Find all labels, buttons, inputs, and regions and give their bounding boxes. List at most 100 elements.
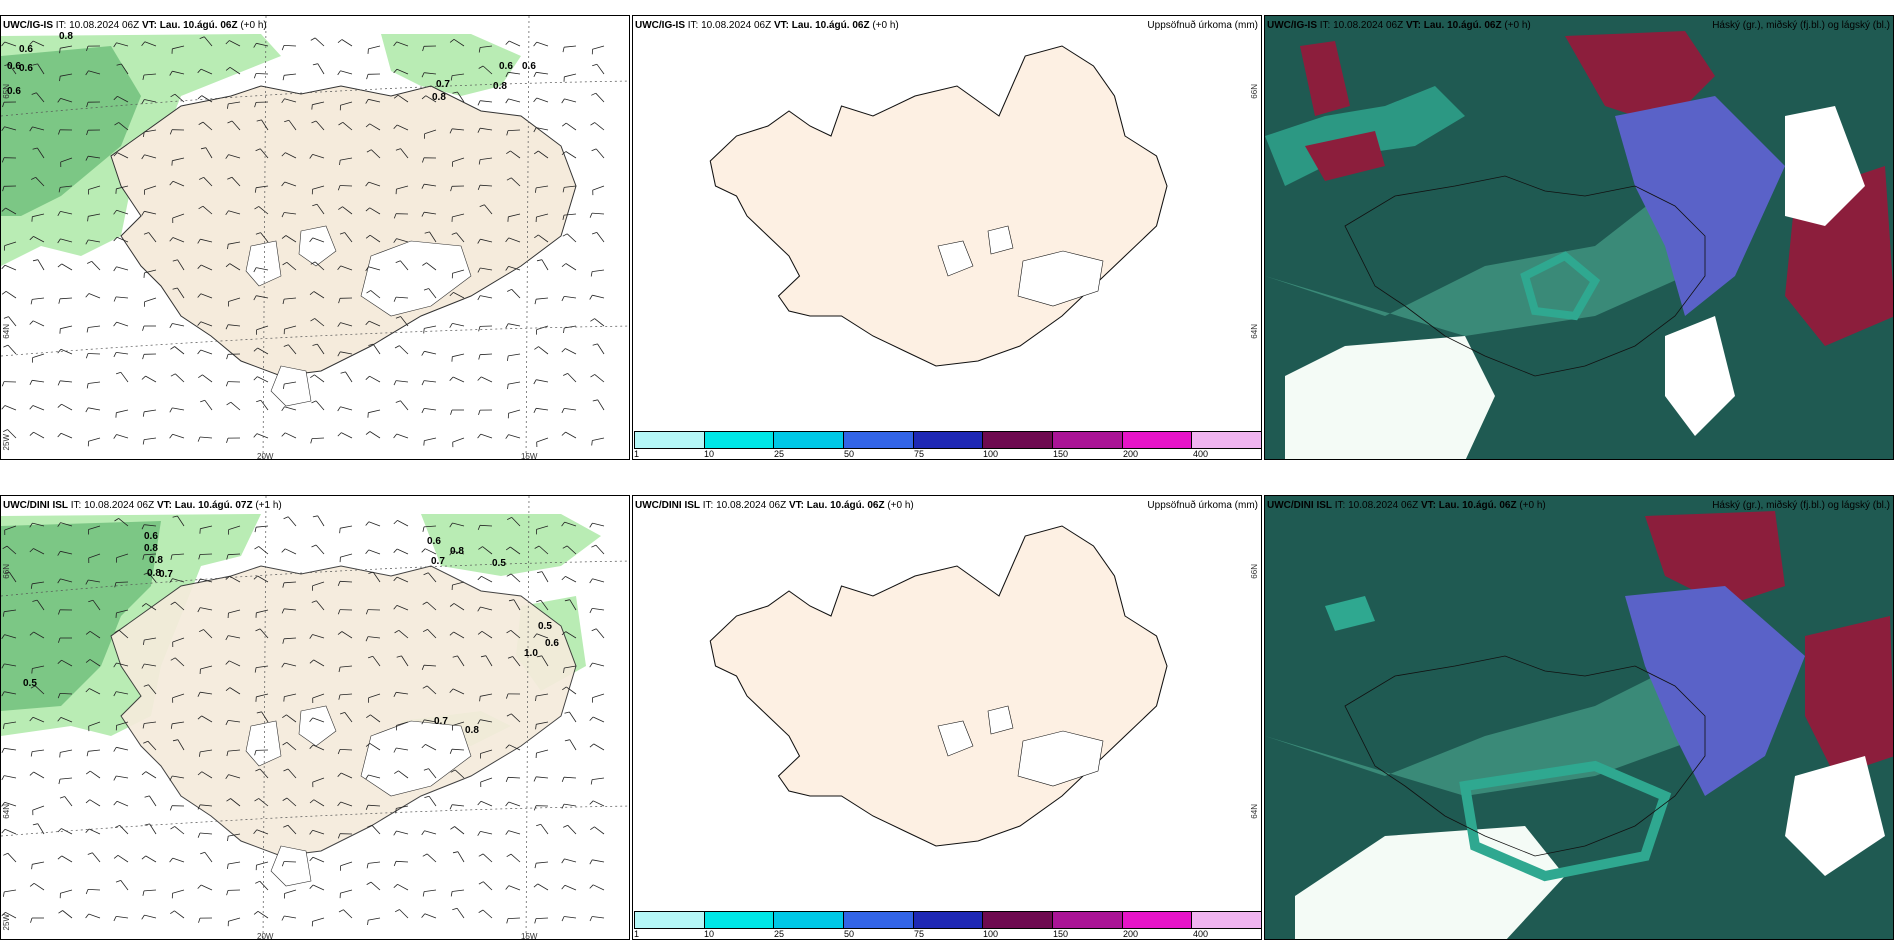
lat-label: 64N	[1250, 804, 1259, 819]
colorbar-tick: 200	[1123, 929, 1139, 939]
coastline	[1344, 655, 1706, 857]
contour-label: 0.8	[144, 543, 158, 554]
colorbar-segment	[1191, 911, 1261, 929]
contour-label: 1.0	[524, 648, 538, 659]
rh-green-dark-area	[1, 46, 141, 216]
colorbar-segment	[912, 911, 983, 929]
glacier	[245, 240, 282, 287]
panel-header: UWC/DINI ISL IT: 10.08.2024 06Z VT: Lau.…	[3, 500, 282, 511]
glacier	[1017, 250, 1104, 307]
colorbar-tick: 100	[983, 929, 999, 939]
map-panel-clouds-dini: UWC/DINI ISL IT: 10.08.2024 06Z VT: Lau.…	[1264, 495, 1894, 940]
map-panel-wind-igis: UWC/IG-IS IT: 10.08.2024 06Z VT: Lau. 10…	[0, 15, 630, 460]
cloud-red-area	[1805, 616, 1893, 776]
contour-label: 0.7	[434, 716, 448, 727]
wind-map	[1, 496, 629, 939]
model-name: UWC/IG-IS	[1267, 20, 1317, 31]
contour-label: 0.8	[59, 31, 73, 42]
colorbar-tick: 50	[844, 449, 855, 459]
panel-header: UWC/IG-IS IT: 10.08.2024 06Z VT: Lau. 10…	[1267, 20, 1531, 31]
glacier	[937, 720, 974, 757]
precip-colorbar	[634, 431, 1261, 449]
colorbar-tick: 100	[983, 449, 999, 459]
colorbar-tick: 75	[914, 929, 925, 939]
colorbar-segment	[1191, 431, 1261, 449]
contour-label: 0.6	[19, 44, 33, 55]
coastline	[1344, 175, 1706, 377]
colorbar-segment	[912, 431, 983, 449]
map-title: Uppsöfnuð úrkoma (mm)	[1147, 500, 1258, 511]
cloud-white-area	[1285, 336, 1495, 459]
contour-label: 0.8	[432, 92, 446, 103]
cloud-red-area	[1645, 511, 1785, 606]
panel-header: UWC/IG-IS IT: 10.08.2024 06Z VT: Lau. 10…	[635, 20, 899, 31]
precip-colorbar	[634, 911, 1261, 929]
colorbar-tick: 10	[704, 929, 715, 939]
contour-label: 0.7	[431, 556, 445, 567]
map-title: Uppsöfnuð úrkoma (mm)	[1147, 20, 1258, 31]
lat-label: 64N	[1250, 324, 1259, 339]
colorbar-tick: 25	[774, 449, 785, 459]
wind-barbs	[1, 36, 605, 448]
colorbar-ticks: 1 10 25 50 75 100 150 200 400	[634, 929, 1261, 939]
colorbar-tick: 400	[1193, 449, 1209, 459]
cloud-red-area	[1300, 41, 1350, 116]
cloud-cover-map	[1265, 16, 1893, 459]
glacier	[270, 365, 312, 407]
colorbar-segment	[634, 911, 704, 929]
colorbar-tick: 1	[634, 929, 640, 939]
glacier	[298, 225, 337, 267]
glacier	[270, 845, 312, 887]
colorbar-tick: 150	[1053, 449, 1069, 459]
colorbar-segment	[1121, 911, 1192, 929]
lon-label: 20W	[257, 932, 274, 940]
glacier	[360, 240, 472, 317]
cloud-white-area	[1785, 106, 1865, 226]
contour-label: 0.8	[493, 81, 507, 92]
lon-label: 15W	[521, 452, 538, 460]
lon-label: 25W	[2, 434, 11, 451]
colorbar-segment	[982, 911, 1053, 929]
contour-label: 0.6	[19, 63, 33, 74]
colorbar-segment	[1121, 431, 1192, 449]
lat-label: 66N	[1250, 84, 1259, 99]
contour-label: 0.8	[465, 725, 479, 736]
cloud-teal-ring	[1520, 251, 1601, 321]
colorbar-ticks: 1 10 25 50 75 100 150 200 400	[634, 449, 1261, 459]
iceland-land	[110, 565, 577, 857]
lon-label: 15W	[521, 932, 538, 940]
colorbar-segment	[843, 911, 913, 929]
map-title: Háský (gr.), miðský (fj.bl.) og lágský (…	[1712, 500, 1890, 511]
wind-map	[1, 16, 629, 459]
colorbar-tick: 75	[914, 449, 925, 459]
precip-map	[633, 16, 1261, 459]
panel-header: UWC/DINI ISL IT: 10.08.2024 06Z VT: Lau.…	[1267, 500, 1546, 511]
model-name: UWC/DINI ISL	[3, 500, 68, 511]
model-name: UWC/IG-IS	[635, 20, 685, 31]
model-name: UWC/DINI ISL	[1267, 500, 1332, 511]
contour-label: 0.5	[492, 558, 506, 569]
rh-green-north	[421, 514, 601, 576]
cloud-white-area	[1665, 316, 1735, 436]
colorbar-tick: 1	[634, 449, 640, 459]
colorbar-segment	[1052, 431, 1122, 449]
contour-label: 0.8	[147, 568, 161, 579]
colorbar-tick: 400	[1193, 929, 1209, 939]
colorbar-segment	[634, 431, 704, 449]
glacier	[298, 705, 337, 747]
graticule	[1, 496, 629, 939]
colorbar-segment	[773, 911, 844, 929]
map-panel-clouds-igis: UWC/IG-IS IT: 10.08.2024 06Z VT: Lau. 10…	[1264, 15, 1894, 460]
cloud-red-area	[1565, 31, 1715, 126]
cloud-red-area	[1305, 131, 1385, 181]
cloud-white-area	[1785, 756, 1885, 876]
colorbar-segment	[982, 431, 1053, 449]
contour-label: 0.6	[545, 638, 559, 649]
colorbar-tick: 10	[704, 449, 715, 459]
colorbar-segment	[703, 911, 774, 929]
glacier	[937, 240, 974, 277]
contour-label: 0.8	[149, 555, 163, 566]
contour-label: 0.6	[522, 61, 536, 72]
contour-label: 0.7	[436, 79, 450, 90]
contour-label: 0.5	[23, 678, 37, 689]
